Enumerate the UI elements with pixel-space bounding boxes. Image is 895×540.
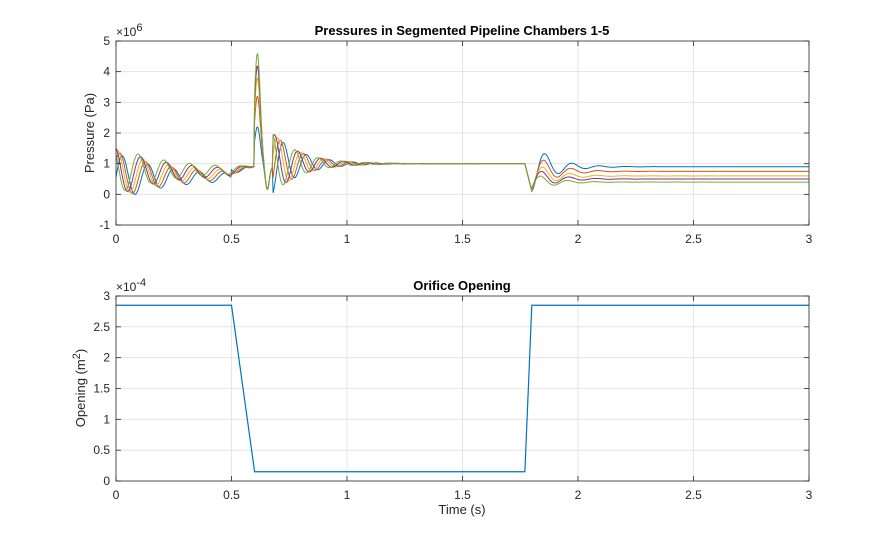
orifice-y-tick-label: 1.5 <box>93 382 110 396</box>
orifice-x-tick-label: 3 <box>806 488 813 502</box>
orifice-x-tick-label: 0 <box>113 488 120 502</box>
orifice-series-group <box>116 304 809 473</box>
orifice-x-tick-label: 1.5 <box>454 488 471 502</box>
orifice-grid <box>116 296 809 481</box>
orifice-y-tick-label: 2 <box>103 351 110 365</box>
pressure-y-exponent: ×106 <box>116 22 142 39</box>
orifice-ticks: 0 0.5 1 1.5 2 2.5 3 0 0.5 1 1.5 2 2.5 3 <box>93 289 812 502</box>
orifice-y-tick-label: 1 <box>103 412 110 426</box>
orifice-y-tick-label: 0 <box>103 474 110 488</box>
pressure-series-group <box>116 52 809 195</box>
pressure-x-tick-label: 1 <box>344 232 351 246</box>
pressure-x-tick-label: 0 <box>113 232 120 246</box>
pressure-y-tick-label: -1 <box>99 218 110 232</box>
pressure-x-tick-label: 0.5 <box>223 232 240 246</box>
orifice-opening-line <box>116 304 809 473</box>
pressure-x-tick-label: 2.5 <box>685 232 702 246</box>
orifice-axes: 0 0.5 1 1.5 2 2.5 3 0 0.5 1 1.5 2 2.5 3 Orifice Openi… <box>71 277 813 517</box>
orifice-chart-title: Orifice Opening <box>413 278 511 293</box>
pressure-x-tick-label: 3 <box>806 232 813 246</box>
pressure-chamber-5-line <box>116 52 809 192</box>
orifice-y-tick-label: 3 <box>103 289 110 303</box>
pressure-y-axis-label: Pressure (Pa) <box>82 93 97 173</box>
pressure-y-tick-label: 2 <box>103 126 110 140</box>
orifice-x-tick-label: 2.5 <box>685 488 702 502</box>
pressure-x-tick-label: 2 <box>575 232 582 246</box>
pressure-y-tick-label: 4 <box>103 65 110 79</box>
pressure-y-tick-label: 0 <box>103 187 110 201</box>
orifice-x-tick-label: 1 <box>344 488 351 502</box>
pressure-y-tick-label: 1 <box>103 157 110 171</box>
pressure-chart-title: Pressures in Segmented Pipeline Chambers… <box>315 23 610 38</box>
orifice-x-tick-label: 0.5 <box>223 488 240 502</box>
pressure-y-tick-label: 5 <box>103 34 110 48</box>
orifice-y-exponent: ×10-4 <box>116 277 146 294</box>
orifice-x-axis-label: Time (s) <box>438 502 485 517</box>
orifice-y-tick-label: 0.5 <box>93 443 110 457</box>
pressure-x-tick-label: 1.5 <box>454 232 471 246</box>
orifice-y-tick-label: 2.5 <box>93 320 110 334</box>
pressure-y-tick-label: 3 <box>103 95 110 109</box>
orifice-x-tick-label: 2 <box>575 488 582 502</box>
orifice-y-axis-label: Opening (m2) <box>71 349 88 427</box>
